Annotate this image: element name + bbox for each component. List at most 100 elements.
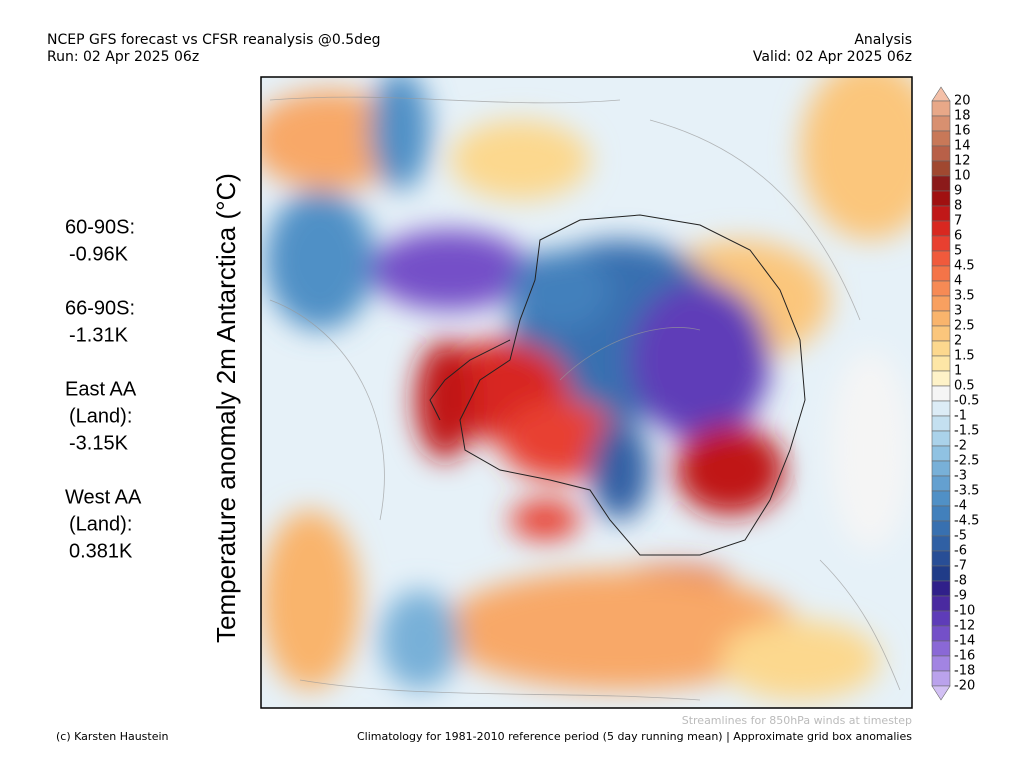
stat-line: (Land): [69, 405, 132, 427]
colorbar-box [931, 265, 951, 282]
colorbar-box [931, 205, 951, 222]
subtitle: Run: 02 Apr 2025 06z [47, 49, 199, 65]
stat-line: (Land): [69, 513, 132, 535]
title: NCEP GFS forecast vs CFSR reanalysis @0.… [47, 32, 381, 48]
colorbar-label: 1 [954, 364, 962, 379]
colorbar-label: -10 [954, 604, 975, 619]
colorbar-box [931, 505, 951, 522]
colorbar-box [931, 550, 951, 567]
colorbar-label: 5 [954, 244, 962, 259]
colorbar-box [931, 100, 951, 117]
stat-line: 0.381K [69, 540, 133, 562]
colorbar-label: -3.5 [954, 484, 979, 499]
colorbar-label: -8 [954, 574, 967, 589]
map-frame [260, 76, 913, 709]
stat-line: -0.96K [69, 243, 129, 265]
colorbar-box [931, 565, 951, 582]
colorbar-label: -7 [954, 559, 967, 574]
colorbar-box [931, 475, 951, 492]
colorbar-label: 3 [954, 304, 962, 319]
colorbar-box [931, 610, 951, 627]
colorbar-label: 6 [954, 229, 962, 244]
stat-line: -3.15K [69, 432, 129, 454]
colorbar-box [931, 160, 951, 177]
colorbar-label: 2 [954, 334, 962, 349]
colorbar-box [931, 490, 951, 507]
colorbar-label: 1.5 [954, 349, 975, 364]
valid-time: Valid: 02 Apr 2025 06z [753, 49, 912, 65]
credit: (c) Karsten Haustein [56, 730, 169, 743]
colorbar-label: -16 [954, 649, 975, 664]
stat-line: 66-90S: [65, 297, 135, 319]
colorbar-box [931, 445, 951, 462]
colorbar-box [931, 415, 951, 432]
stats: 60-90S: -0.96K 66-90S: -1.31K East AA (Land):… [65, 216, 142, 562]
colorbar-label: 4.5 [954, 259, 975, 274]
colorbar-label: 8 [954, 199, 962, 214]
colorbar-box [931, 220, 951, 237]
analysis-label: Analysis [854, 32, 912, 48]
colorbar-box [931, 250, 951, 267]
colorbar-box [931, 535, 951, 552]
colorbar-box [931, 625, 951, 642]
climatology-note: Climatology for 1981-2010 reference peri… [357, 730, 912, 743]
colorbar-label: 3.5 [954, 289, 975, 304]
colorbar-label: -18 [954, 664, 975, 679]
colorbar-label: 9 [954, 184, 962, 199]
colorbar-box [931, 295, 951, 312]
colorbar-box [931, 130, 951, 147]
colorbar-box [931, 190, 951, 207]
colorbar-arrow [931, 86, 951, 102]
colorbar-box [931, 460, 951, 477]
colorbar-label: 14 [954, 139, 971, 154]
colorbar-label: -2 [954, 439, 967, 454]
colorbar-label: 12 [954, 154, 971, 169]
colorbar-label: 7 [954, 214, 962, 229]
colorbar-label: -12 [954, 619, 975, 634]
colorbar-label: 2.5 [954, 319, 975, 334]
colorbar-box [931, 520, 951, 537]
colorbar-label: -0.5 [954, 394, 979, 409]
colorbar-label: -4 [954, 499, 967, 514]
colorbar-box [931, 370, 951, 387]
colorbar-label: -3 [954, 469, 967, 484]
colorbar-label: -9 [954, 589, 967, 604]
colorbar-label: -14 [954, 634, 975, 649]
colorbar-arrow [931, 685, 951, 701]
colorbar-label: 20 [954, 94, 971, 109]
colorbar-box [931, 310, 951, 327]
colorbar-box [931, 325, 951, 342]
colorbar-box [931, 595, 951, 612]
stat-line: East AA [65, 378, 137, 400]
colorbar-box [931, 430, 951, 447]
colorbar-box [931, 175, 951, 192]
streamline-note: Streamlines for 850hPa winds at timestep [682, 714, 912, 727]
colorbar-label: -1.5 [954, 424, 979, 439]
colorbar-label: -6 [954, 544, 967, 559]
colorbar-box [931, 355, 951, 372]
colorbar-box [931, 655, 951, 672]
colorbar-label: -4.5 [954, 514, 979, 529]
colorbar-label: 4 [954, 274, 962, 289]
colorbar-box [931, 640, 951, 657]
map [261, 77, 912, 708]
stat-line: West AA [65, 486, 142, 508]
stat-line: 60-90S: [65, 216, 135, 238]
colorbar-box [931, 340, 951, 357]
axis-label: Temperature anomaly 2m Antarctica (°C) [211, 173, 241, 643]
colorbar-box [931, 670, 951, 687]
colorbar-box [931, 235, 951, 252]
colorbar-label: 10 [954, 169, 971, 184]
colorbar-label: -5 [954, 529, 967, 544]
colorbar-box [931, 400, 951, 417]
colorbar-label: 18 [954, 109, 971, 124]
colorbar-box [931, 385, 951, 402]
colorbar-label: 16 [954, 124, 971, 139]
colorbar-label: -20 [954, 679, 975, 694]
colorbar-label: -1 [954, 409, 967, 424]
colorbar-box [931, 280, 951, 297]
colorbar-label: 0.5 [954, 379, 975, 394]
colorbar-box [931, 115, 951, 132]
colorbar-box [931, 580, 951, 597]
